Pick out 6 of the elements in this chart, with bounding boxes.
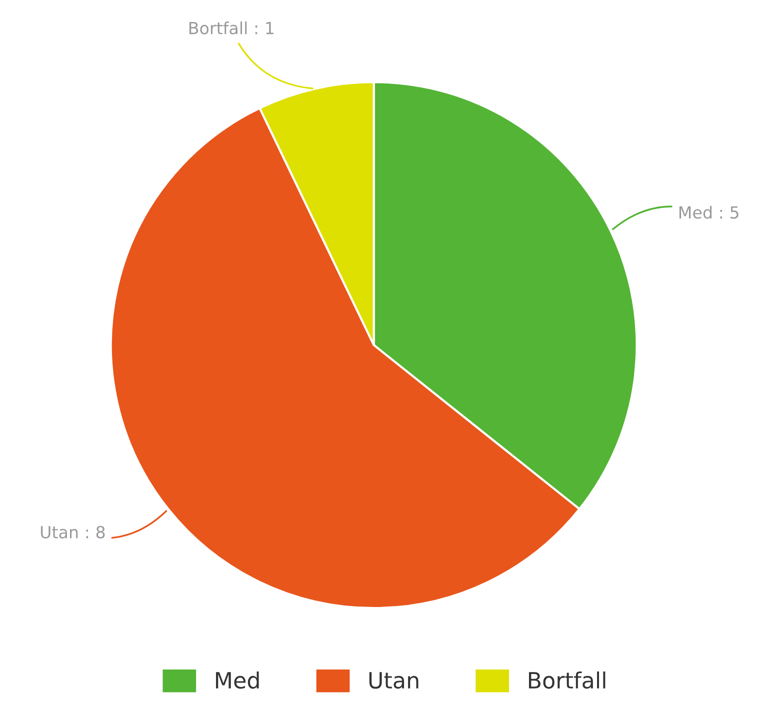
legend-label: Med bbox=[216, 671, 259, 689]
data-label: Bortfall : 1 bbox=[189, 21, 274, 34]
data-label: Utan : 8 bbox=[40, 526, 105, 538]
data-label: Med : 5 bbox=[679, 206, 738, 219]
legend-label: Bortfall bbox=[528, 671, 606, 689]
legend-label: Utan bbox=[369, 672, 418, 689]
